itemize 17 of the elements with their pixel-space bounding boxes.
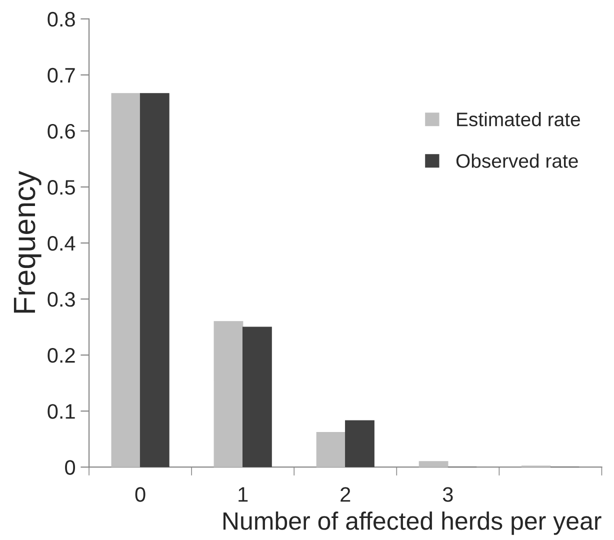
x-tick-label: 2 bbox=[340, 487, 350, 502]
x-axis-title: Number of affected herds per year bbox=[223, 512, 602, 535]
x-tick-label: 0 bbox=[135, 487, 146, 502]
y-tick-label: 0.6 bbox=[48, 124, 75, 139]
y-tick-label: 0.5 bbox=[48, 180, 75, 195]
y-tick-label: 0.3 bbox=[48, 292, 75, 307]
legend-label: Observed rate bbox=[456, 154, 578, 168]
y-tick-label: 0.1 bbox=[48, 404, 75, 419]
y-tick-label: 0.4 bbox=[48, 236, 76, 251]
text: 0 bbox=[65, 460, 76, 475]
x-tick-label: 3 bbox=[442, 487, 453, 502]
x-tick-label: 1 bbox=[238, 487, 248, 502]
y-tick-label: 0.2 bbox=[48, 348, 75, 363]
y-axis-title: Frequency bbox=[14, 170, 42, 313]
legend-label: Estimated rate bbox=[457, 112, 580, 126]
y-tick-label: 0.7 bbox=[48, 68, 75, 83]
y-tick-label: 0.8 bbox=[48, 12, 75, 27]
